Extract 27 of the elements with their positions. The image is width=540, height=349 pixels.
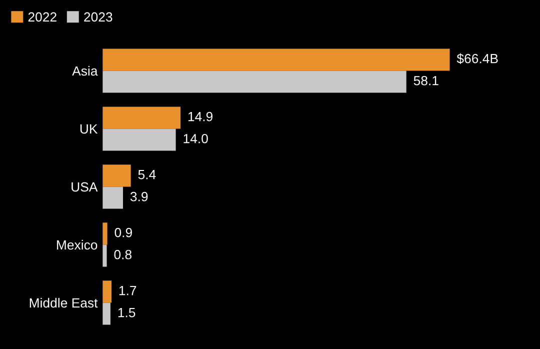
legend-label: 2022 <box>28 12 56 22</box>
y-tick-label: USA <box>72 182 98 192</box>
data-label: 1.5 <box>118 308 136 318</box>
data-label: $66.4B <box>456 53 498 64</box>
bar <box>102 244 107 267</box>
legend-label: 2023 <box>84 12 112 22</box>
bar <box>102 128 176 151</box>
y-tick-label: UK <box>80 124 98 134</box>
bar <box>102 280 112 303</box>
data-label: 58.1 <box>414 76 438 86</box>
bar <box>102 70 406 93</box>
bar <box>102 302 110 325</box>
data-label: 1.7 <box>119 286 136 296</box>
bar <box>102 48 450 71</box>
data-label: 5.4 <box>138 170 156 180</box>
data-label: 0.8 <box>114 250 132 260</box>
data-label: 14.0 <box>184 134 208 144</box>
data-label: 14.9 <box>188 112 212 122</box>
data-label: 0.9 <box>114 228 132 238</box>
y-tick-label: Asia <box>72 66 98 76</box>
bar <box>102 106 180 129</box>
bar <box>102 222 108 245</box>
bar <box>102 186 123 209</box>
data-label: 3.9 <box>130 192 148 202</box>
y-tick-label: Mexico <box>57 240 98 250</box>
bar <box>102 164 131 187</box>
y-tick-label: Middle East <box>30 298 98 308</box>
